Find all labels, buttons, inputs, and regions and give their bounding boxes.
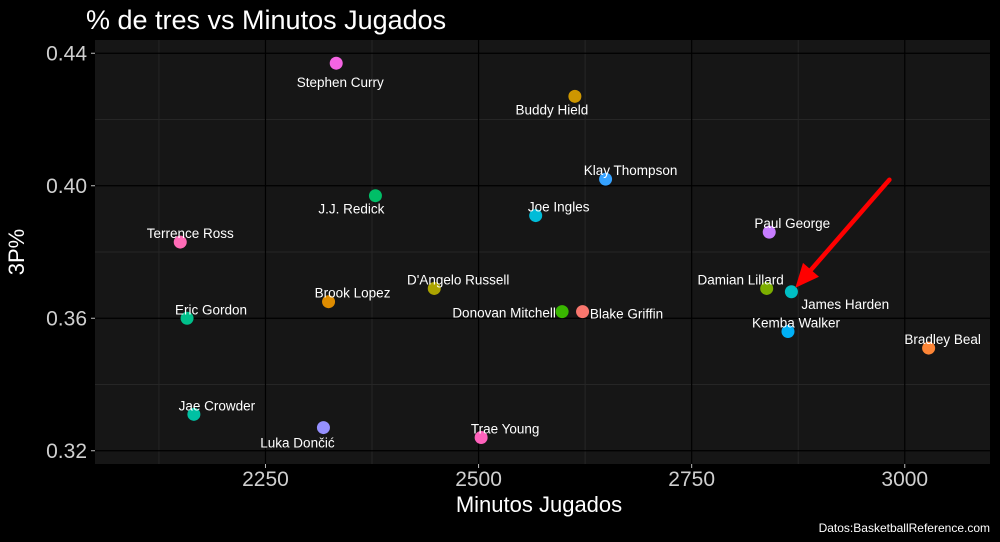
grid-lines <box>95 40 990 464</box>
data-point <box>576 305 590 319</box>
data-point <box>474 431 488 444</box>
point-label: Klay Thompson <box>584 163 678 178</box>
point-label: Trae Young <box>471 422 540 437</box>
point-label: Buddy Hield <box>515 102 588 117</box>
point-label: Luka Dončić <box>260 436 335 451</box>
y-tick-label: 0.32 <box>46 440 87 463</box>
annotation-layer <box>795 177 892 288</box>
point-label: Jae Crowder <box>179 398 256 413</box>
y-tick-label: 0.44 <box>46 42 87 65</box>
chart-title: % de tres vs Minutos Jugados <box>86 5 446 35</box>
data-point <box>760 281 774 295</box>
data-source-caption: Datos:BasketballReference.com <box>819 521 990 535</box>
y-tick-label: 0.40 <box>46 175 87 198</box>
point-label: Eric Gordon <box>175 302 247 317</box>
axes: 2250 2500 2750 3000 0.32 0.36 0.40 0.44 <box>46 42 928 491</box>
x-tick-label: 2500 <box>455 468 502 491</box>
x-tick-label: 2250 <box>242 468 289 491</box>
y-tick-label: 0.36 <box>46 307 87 330</box>
data-point <box>529 209 543 223</box>
data-point <box>427 281 441 295</box>
point-label: Damian Lillard <box>698 272 784 287</box>
point-label: Blake Griffin <box>590 307 663 322</box>
point-label: James Harden <box>801 297 889 312</box>
y-axis-title: 3P% <box>4 229 29 275</box>
point-labels: Stephen Curry Buddy Hield Klay Thompson J.J… <box>147 75 981 450</box>
annotation-arrow-shaft <box>805 177 892 277</box>
data-point <box>568 89 582 103</box>
data-point <box>316 421 330 435</box>
point-label: Kemba Walker <box>752 316 841 331</box>
data-point <box>555 305 569 319</box>
data-point <box>781 325 795 338</box>
data-point <box>784 285 798 299</box>
data-point <box>187 407 201 421</box>
point-label: Donovan Mitchell <box>452 306 556 321</box>
x-tick-label: 2750 <box>668 468 715 491</box>
data-point <box>173 235 187 249</box>
data-point <box>322 295 336 309</box>
point-label: Brook Lopez <box>315 286 391 301</box>
data-point <box>599 172 613 186</box>
data-point <box>180 311 194 325</box>
data-point <box>368 189 382 203</box>
data-point <box>762 225 776 239</box>
data-point <box>329 56 343 70</box>
point-label: D'Angelo Russell <box>407 272 509 287</box>
point-label: Paul George <box>754 216 830 231</box>
x-tick-label: 3000 <box>881 468 928 491</box>
point-label: Stephen Curry <box>297 75 384 90</box>
data-point <box>922 341 936 355</box>
data-points <box>173 56 936 444</box>
point-label: Bradley Beal <box>904 332 981 347</box>
point-label: Joe Ingles <box>528 200 590 215</box>
x-axis-title: Minutos Jugados <box>456 492 622 517</box>
point-label: J.J. Redick <box>318 202 384 217</box>
point-label: Terrence Ross <box>147 226 234 241</box>
annotation-arrow-head <box>795 262 819 288</box>
